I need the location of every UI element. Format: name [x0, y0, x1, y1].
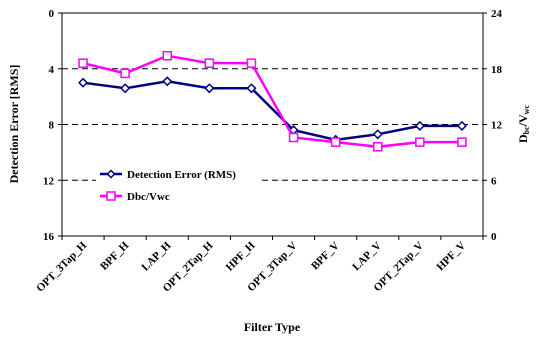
series-line-0: [82, 80, 462, 142]
series-layer: [77, 50, 468, 152]
x-tick-label: HPF_V: [435, 240, 469, 274]
left-tick-label: 16: [43, 231, 55, 243]
data-point-diamond: [162, 76, 173, 87]
data-point-square: [415, 137, 425, 147]
legend-background: [96, 166, 262, 212]
right-axis-title: Dbc/Vwc: [516, 105, 531, 143]
data-point-diamond: [414, 120, 425, 131]
left-axis: 0 4 8 12 16: [43, 8, 62, 243]
x-tick-label: LAP_V: [350, 240, 384, 274]
data-point-diamond: [77, 77, 89, 88]
data-point-square: [373, 142, 383, 152]
data-point-diamond: [246, 83, 257, 94]
left-tick-label: 4: [49, 64, 55, 76]
data-point-diamond: [204, 83, 215, 94]
x-tick-label: BPF_H: [98, 239, 131, 272]
right-tick-label: 6: [491, 175, 497, 187]
data-point-square: [330, 137, 341, 147]
left-tick-label: 0: [49, 8, 55, 20]
legend: Detection Error (RMS) Dbc/Vwc: [96, 166, 262, 212]
series-line-1: [82, 54, 462, 149]
data-point-diamond: [120, 83, 131, 94]
legend-marker-detection-error: [106, 169, 116, 179]
right-axis-title-sub2: wc: [522, 105, 531, 115]
right-axis-title-sub1: bc: [522, 126, 531, 134]
data-point-diamond: [372, 129, 383, 140]
x-tick-label: LAP_H: [139, 239, 173, 273]
data-point-square: [162, 50, 172, 61]
data-point-square: [246, 58, 257, 68]
right-axis: 0 6 12 18 24: [483, 8, 503, 243]
right-axis-title-mid: /V: [516, 114, 530, 127]
data-point-diamond: [456, 120, 468, 131]
data-point-square: [288, 132, 299, 143]
x-axis-title: Filter Type: [244, 320, 301, 334]
legend-label-detection-error: Detection Error (RMS): [127, 169, 236, 181]
data-point-square: [204, 58, 215, 68]
left-tick-label: 12: [43, 175, 55, 187]
left-axis-title: Detection Error [RMS]: [7, 65, 21, 184]
left-tick-label: 8: [49, 120, 55, 132]
right-tick-label: 18: [491, 64, 503, 76]
x-tick-label: BPF_V: [309, 240, 342, 273]
legend-marker-dbc-vwc: [106, 191, 116, 201]
right-axis-title-main: D: [516, 134, 530, 143]
x-tick-label: OPT_3Tap_H: [34, 239, 89, 294]
right-tick-label: 24: [491, 8, 503, 20]
x-tick-label: HPF_H: [224, 239, 258, 273]
right-tick-label: 12: [491, 120, 503, 132]
data-point-square: [457, 137, 467, 147]
data-point-square: [120, 68, 130, 79]
legend-label-dbc-vwc: Dbc/Vwc: [127, 191, 170, 203]
data-point-square: [78, 58, 88, 68]
right-tick-label: 0: [491, 231, 497, 243]
